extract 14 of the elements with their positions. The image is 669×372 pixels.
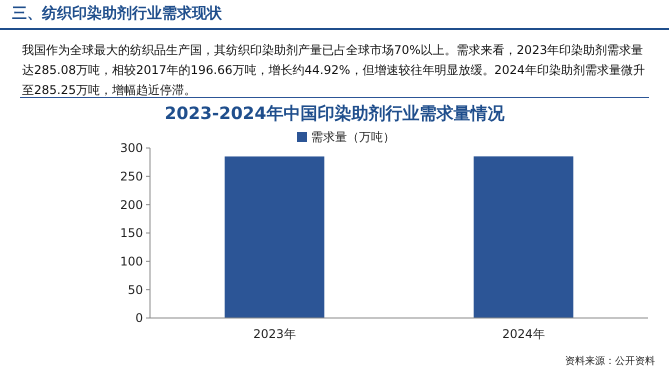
y-tick-label: 300 <box>120 141 143 156</box>
y-tick-label: 0 <box>135 311 143 326</box>
x-tick-label: 2024年 <box>502 327 545 341</box>
chart-subtitle: 我国作为全球最大的纺织品生产国，其纺织印染助剂产量已占全球市场70%以上。需求来看，2023年印染助剂需求量达285.08万吨，相较2017年的196.66万吨，增长约44.92%，但增速较往年明显放缓。2024年印染助剂需求量微升至285.25万吨，增幅趋近停滞。 <box>22 42 646 99</box>
text: 资料来源：公开资料 <box>565 355 655 367</box>
chart-title: 2023-2024年中国印染助剂行业需求量情况 <box>164 104 506 124</box>
legend-label: 需求量（万吨） <box>311 130 395 144</box>
y-tick-label: 50 <box>128 282 143 297</box>
text: 三、纺织印染助剂行业需求现状 <box>12 4 222 23</box>
y-tick-label: 250 <box>120 170 143 184</box>
y-tick-label: 200 <box>120 198 143 212</box>
y-tick-label: 150 <box>120 226 143 240</box>
x-tick-label: 2023年 <box>253 327 296 341</box>
y-tick-label: 100 <box>120 254 143 269</box>
